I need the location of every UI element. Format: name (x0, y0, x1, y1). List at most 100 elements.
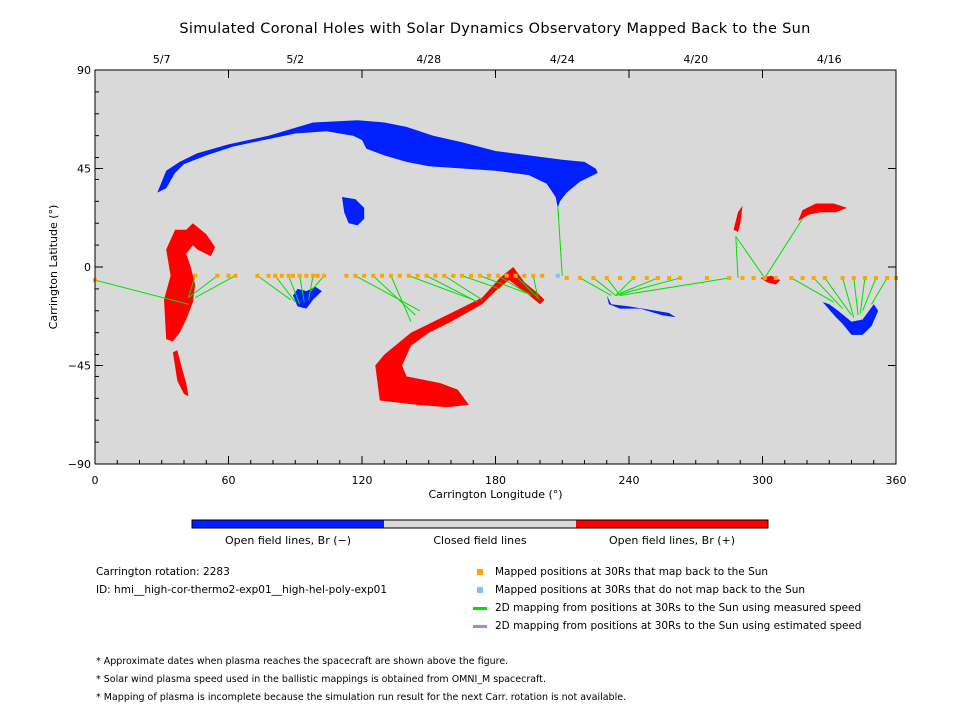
mapping-line (426, 275, 478, 303)
mapped-point (604, 275, 609, 280)
mapped-point (469, 273, 474, 278)
mapping-line (579, 277, 612, 296)
mapped-point (591, 275, 596, 280)
mapped-point (740, 275, 745, 280)
mapping-line (408, 275, 474, 301)
mapped-point (406, 273, 411, 278)
coronal-hole-ch-90-neg (293, 286, 322, 309)
note-speed: * Solar wind plasma speed used in the ba… (96, 674, 546, 685)
mapped-point (397, 273, 402, 278)
x-axis-label: Carrington Longitude (°) (428, 488, 562, 501)
mapped-point (255, 273, 260, 278)
mapping-line (308, 275, 314, 300)
mapped-point (564, 275, 569, 280)
mapped-point (504, 273, 509, 278)
coronal-hole-ch-322-pos (798, 203, 847, 221)
legend-swatch-measured (473, 606, 487, 610)
mapped-point (578, 275, 583, 280)
note-incomplete: * Mapping of plasma is incomplete becaus… (96, 692, 627, 703)
mapping-line (479, 275, 527, 294)
mapping-line (310, 275, 325, 292)
mapped-point (460, 273, 465, 278)
mapping-line (372, 275, 416, 316)
mapped-point (873, 275, 878, 280)
legend-label-mapped: Mapped positions at 30Rs that map back t… (495, 566, 769, 578)
mapping-line (532, 275, 539, 298)
mapped-point (311, 273, 316, 278)
mapping-line (94, 279, 189, 305)
mapping-line (735, 236, 766, 279)
mapping-line (859, 277, 866, 314)
legend-item-measured: 2D mapping from positions at 30Rs to the… (473, 602, 862, 616)
legend-swatch-unmapped (477, 587, 483, 593)
mapping-line (355, 275, 421, 312)
top-date-label: 4/24 (550, 53, 575, 66)
note-dates: * Approximate dates when plasma reaches … (96, 656, 509, 667)
legend-item-estimated: 2D mapping from positions at 30Rs to the… (473, 620, 862, 634)
mapped-point (315, 273, 320, 278)
x-tick-label: 240 (619, 474, 640, 487)
colorbar-label-positive: Open field lines, Br (+) (608, 534, 736, 547)
mapped-point (486, 273, 491, 278)
mapping-line (853, 277, 859, 316)
legend-label-measured: 2D mapping from positions at 30Rs to the… (495, 602, 862, 614)
mapped-point (704, 275, 709, 280)
mapped-point (773, 275, 778, 280)
mapped-point (644, 275, 649, 280)
mapping-line (764, 218, 803, 279)
mapped-point (655, 275, 660, 280)
legend-item-unmapped: Mapped positions at 30Rs that do not map… (477, 584, 805, 598)
mapping-line (497, 275, 532, 296)
mapped-point (279, 273, 284, 278)
mapped-point (291, 273, 296, 278)
legend-swatch-estimated (473, 624, 487, 628)
mapped-point (789, 275, 794, 280)
mapping-line (288, 275, 301, 305)
coronal-hole-ch-40-pos-lower (172, 350, 189, 397)
mapped-point (322, 273, 327, 278)
mapping-line (187, 275, 196, 298)
mapping-line (390, 275, 412, 322)
coronal-hole-north-polar-extension (157, 120, 598, 208)
colorbar-positive (576, 520, 768, 528)
x-tick-label: 60 (222, 474, 236, 487)
mapped-point (522, 273, 527, 278)
mapped-point (851, 275, 856, 280)
mapped-point (388, 273, 393, 278)
unmapped-point (555, 273, 560, 278)
mapping-line (824, 277, 852, 316)
colorbar-label-closed: Closed field lines (433, 534, 527, 547)
mapping-line (593, 277, 616, 296)
plot-background (95, 70, 896, 464)
mapped-point (678, 275, 683, 280)
mapped-point (751, 275, 756, 280)
y-tick-label: −45 (68, 360, 91, 373)
mapping-line (735, 236, 739, 278)
y-axis-label: Carrington Latitude (°) (47, 205, 60, 330)
mapped-point (353, 273, 358, 278)
mapped-point (233, 273, 238, 278)
y-tick-label: 90 (77, 64, 91, 77)
colorbar-frame (191, 519, 769, 529)
mapped-point (442, 273, 447, 278)
mapped-point (266, 273, 271, 278)
mapping-line (871, 277, 888, 305)
mapping-line (862, 277, 877, 311)
colorbar-label-negative: Open field lines, Br (−) (224, 534, 352, 547)
legend-swatch-mapped (477, 569, 483, 575)
legend-label-unmapped: Mapped positions at 30Rs that do not map… (495, 584, 806, 596)
mapped-point (811, 275, 816, 280)
mapping-line (444, 275, 483, 301)
mapped-point (415, 273, 420, 278)
mapped-point (273, 273, 278, 278)
coronal-hole-ch-340-neg (822, 302, 879, 335)
mapped-point (631, 275, 636, 280)
top-date-label: 4/20 (683, 53, 708, 66)
x-tick-label: 180 (485, 474, 506, 487)
mapping-line (615, 277, 634, 296)
mapped-point (800, 275, 805, 280)
mapped-point (371, 273, 376, 278)
mapped-point (667, 275, 672, 280)
mapping-line (606, 277, 621, 296)
